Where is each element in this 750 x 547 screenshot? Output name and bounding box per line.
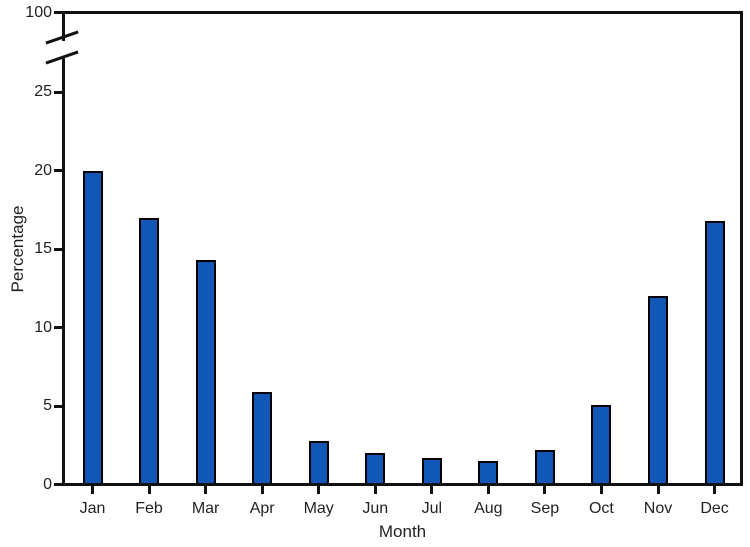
x-tick-label-aug: Aug [474,500,503,517]
x-tick-label-mar: Mar [191,500,220,517]
x-tick-jan [91,486,94,494]
y-tick-label-100: 100 [25,4,52,21]
bar-mar [195,260,216,483]
y-tick-5 [54,404,62,408]
x-tick-label-sep: Sep [530,500,560,517]
plot-area: 0 5 10 15 20 25 100 Jan Feb Mar Apr May Jun Jul Aug Sep… [25,4,743,517]
bar-jun [365,453,386,483]
x-tick-label-feb: Feb [135,500,163,517]
y-tick-0 [54,483,62,486]
bar-jul [421,457,442,483]
y-axis-break-gap [61,41,66,56]
bar-nov [648,296,668,483]
x-tick-aug [486,486,490,494]
x-tick-label-apr: Apr [249,500,275,517]
y-tick-20 [54,169,62,172]
x-tick-dec [713,486,717,494]
x-tick-label-jun: Jun [362,500,389,517]
y-tick-25 [54,90,62,94]
x-tick-jul [430,486,434,494]
y-tick-label-20: 20 [34,161,52,179]
x-tick-jun [373,486,377,494]
bar-jan [82,170,103,483]
y-tick-label-15: 15 [34,240,52,257]
bar-sep [534,450,555,483]
x-axis-title: Month [378,522,427,541]
x-tick-label-dec: Dec [700,500,729,517]
bar-oct [591,404,612,483]
x-tick-label-jul: Jul [421,500,443,517]
x-tick-oct [599,486,603,494]
x-tick-nov [656,486,660,494]
y-tick-label-5: 5 [43,397,52,414]
y-tick-10 [54,326,62,329]
x-tick-may [317,486,321,494]
x-tick-label-may: May [303,500,334,517]
x-tick-label-nov: Nov [643,500,673,517]
y-tick-label-25: 25 [34,83,52,100]
x-tick-sep [543,486,547,494]
x-tick-label-oct: Oct [588,500,614,517]
bar-apr [252,391,273,483]
x-tick-apr [260,486,264,494]
y-tick-label-0: 0 [43,475,52,493]
y-tick-15 [54,247,62,251]
x-tick-feb [147,486,151,494]
x-tick-mar [204,486,208,494]
bar-aug [478,461,499,483]
y-tick-100 [54,11,62,14]
bar-feb [139,217,160,483]
x-tick-label-jan: Jan [79,500,106,517]
bar-dec [704,220,725,483]
y-tick-label-10: 10 [34,318,52,336]
bar-may [308,440,329,483]
